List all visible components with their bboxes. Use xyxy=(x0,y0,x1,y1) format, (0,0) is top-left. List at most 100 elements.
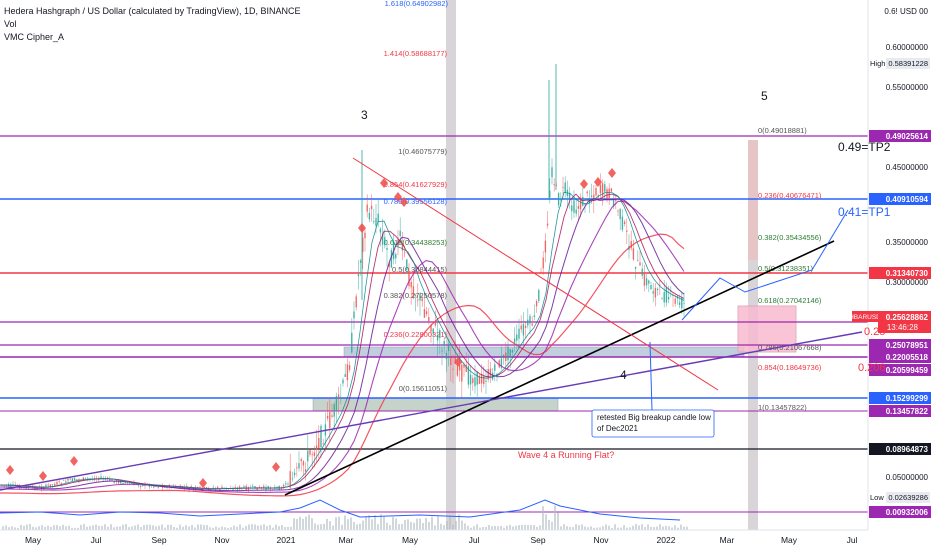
volume-bar xyxy=(455,520,457,530)
candle-body xyxy=(186,486,188,487)
vmc-indicator-label[interactable]: VMC Cipher_A xyxy=(4,32,65,42)
wave-5-label: 5 xyxy=(761,89,768,103)
candle-body xyxy=(634,266,637,269)
volume-bar xyxy=(515,525,517,530)
sell-signal-diamond-9 xyxy=(454,357,462,367)
moving-average-1 xyxy=(0,200,685,493)
candle-body xyxy=(260,487,263,488)
candle-body xyxy=(531,323,533,326)
volume-bar xyxy=(566,526,568,530)
candle-body xyxy=(546,223,549,226)
volume-bar xyxy=(362,520,364,530)
level-tag-box-4 xyxy=(869,351,931,363)
volume-bar xyxy=(182,526,184,530)
target-box xyxy=(737,305,797,353)
volume-bar xyxy=(506,525,508,530)
volume-bar xyxy=(158,525,160,530)
volume-bar xyxy=(170,524,172,530)
candle-body xyxy=(619,208,621,220)
oscillator-line xyxy=(0,499,681,521)
high-tag-label: High xyxy=(870,59,885,68)
volume-bar xyxy=(422,522,424,530)
fib-left-label-5: 0.618(0.34438253) xyxy=(384,238,448,247)
time-axis[interactable]: May Jul Sep Nov 2021 Mar May Jul Sep Nov 2022 Mar Ma… xyxy=(0,529,932,550)
candle-body xyxy=(593,194,595,201)
volume-bar xyxy=(236,526,238,530)
volume-bar xyxy=(5,525,7,530)
level-tag-value-6: 0.15299299 xyxy=(886,394,929,403)
volume-bar xyxy=(257,525,259,530)
candle-body xyxy=(599,184,602,194)
callout-box xyxy=(591,409,715,438)
candle-body xyxy=(511,350,514,353)
volume-bar xyxy=(14,527,16,530)
volume-bar xyxy=(395,518,397,530)
candle-body xyxy=(549,190,551,198)
volume-bar xyxy=(632,525,634,530)
level-tag-box-7 xyxy=(869,405,931,417)
projection-path xyxy=(681,209,849,321)
candle-body xyxy=(428,317,430,322)
volume-bar xyxy=(476,524,478,530)
time-tick-1: Jul xyxy=(91,535,102,545)
volume-bar xyxy=(572,527,574,530)
candle-body xyxy=(148,485,151,487)
sell-signal-diamond-6 xyxy=(380,178,388,188)
candle-body xyxy=(364,232,366,239)
candle-body xyxy=(414,295,417,296)
level-tag-box-0 xyxy=(869,130,931,142)
level-tag-value-5: 0.20599459 xyxy=(886,366,929,375)
volume-bar xyxy=(383,516,385,530)
volume-bar xyxy=(638,525,640,530)
candle-body xyxy=(498,360,500,368)
candle-body xyxy=(683,302,685,304)
volume-bar xyxy=(140,526,142,530)
trendline-black[interactable] xyxy=(284,240,835,496)
volume-bar xyxy=(593,527,595,530)
volume-bar xyxy=(608,525,610,530)
volume-bar xyxy=(452,524,454,530)
price-scale[interactable]: 0.6! USD 00 0.60000000 0.55000000 0.4500000… xyxy=(849,0,932,530)
candle-body xyxy=(331,415,333,417)
candle-body xyxy=(252,486,254,487)
candle-body xyxy=(667,296,670,300)
volume-bar xyxy=(392,516,394,530)
volume-indicator-label[interactable]: Vol xyxy=(4,19,17,29)
volume-bar xyxy=(473,526,475,530)
volume-bar xyxy=(23,525,25,530)
volume-bar xyxy=(503,527,505,530)
candle-body xyxy=(637,260,639,262)
callout-text-line-2: of Dec2021 xyxy=(597,424,638,433)
volume-bar xyxy=(263,524,265,530)
volume-bar xyxy=(143,525,145,530)
candle-body xyxy=(445,353,448,360)
candle-body xyxy=(553,184,555,186)
candle-body xyxy=(291,478,294,480)
volume-bar xyxy=(137,524,139,530)
current-price-value: 0.25628862 xyxy=(886,313,929,322)
volume-bar xyxy=(623,525,625,530)
volume-bar xyxy=(326,518,328,530)
callout-pointer xyxy=(649,341,653,411)
candle-body xyxy=(505,352,507,362)
volume-bar xyxy=(500,526,502,530)
trendline-purple[interactable] xyxy=(0,331,863,491)
level-tag-value-2: 0.31340730 xyxy=(886,269,929,278)
candle-body xyxy=(403,252,406,254)
volume-bar xyxy=(317,524,319,530)
time-tick-12: May xyxy=(781,535,798,545)
candle-body xyxy=(478,375,481,384)
candle-body xyxy=(544,240,547,253)
time-tick-4: 2021 xyxy=(277,535,296,545)
trendline-red-downtrend[interactable] xyxy=(352,157,719,391)
fib-right-label-2: 0.382(0.35434556) xyxy=(758,233,822,242)
time-tick-8: Sep xyxy=(530,535,545,545)
volume-bar xyxy=(167,524,169,530)
volume-bar xyxy=(440,523,442,530)
volume-bar xyxy=(215,526,217,530)
volume-bar xyxy=(2,526,4,530)
candle-body xyxy=(419,293,421,301)
volume-bar xyxy=(548,519,550,530)
volume-bar xyxy=(155,526,157,530)
